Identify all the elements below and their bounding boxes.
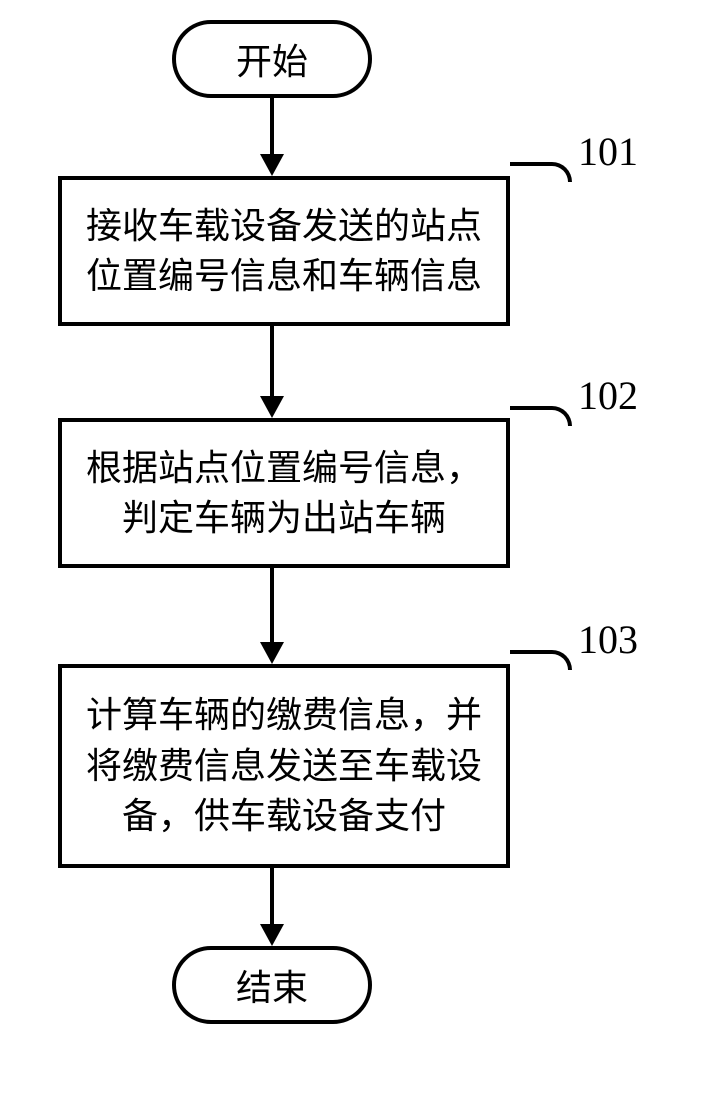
flowchart-arrow-head-1 — [260, 396, 284, 418]
flowchart-end: 结束 — [172, 946, 372, 1024]
flowchart-step3-text: 计算车辆的缴费信息，并将缴费信息发送至车载设备，供车载设备支付 — [86, 690, 482, 841]
flowchart-step1: 接收车载设备发送的站点位置编号信息和车辆信息 — [58, 176, 510, 326]
flowchart-step3: 计算车辆的缴费信息，并将缴费信息发送至车载设备，供车载设备支付 — [58, 664, 510, 868]
flowchart-arrow-line-2 — [270, 568, 274, 646]
flowchart-label-3: 103 — [578, 616, 638, 663]
flowchart-step2: 根据站点位置编号信息，判定车辆为出站车辆 — [58, 418, 510, 568]
flowchart-arrow-line-0 — [270, 98, 274, 158]
flowchart-label-1: 101 — [578, 128, 638, 175]
flowchart-arrow-head-2 — [260, 642, 284, 664]
flowchart-bracket2 — [510, 406, 572, 426]
flowchart-bracket3 — [510, 650, 572, 670]
flowchart-arrow-head-0 — [260, 154, 284, 176]
flowchart-start: 开始 — [172, 20, 372, 98]
flowchart-label-2: 102 — [578, 372, 638, 419]
flowchart-arrow-line-3 — [270, 868, 274, 928]
flowchart-end-text: 结束 — [236, 959, 308, 1011]
flowchart-start-text: 开始 — [236, 33, 308, 85]
flowchart-arrow-head-3 — [260, 924, 284, 946]
flowchart-step2-text: 根据站点位置编号信息，判定车辆为出站车辆 — [86, 443, 482, 544]
flowchart-bracket1 — [510, 162, 572, 182]
flowchart-step1-text: 接收车载设备发送的站点位置编号信息和车辆信息 — [86, 201, 482, 302]
flowchart-arrow-line-1 — [270, 326, 274, 400]
